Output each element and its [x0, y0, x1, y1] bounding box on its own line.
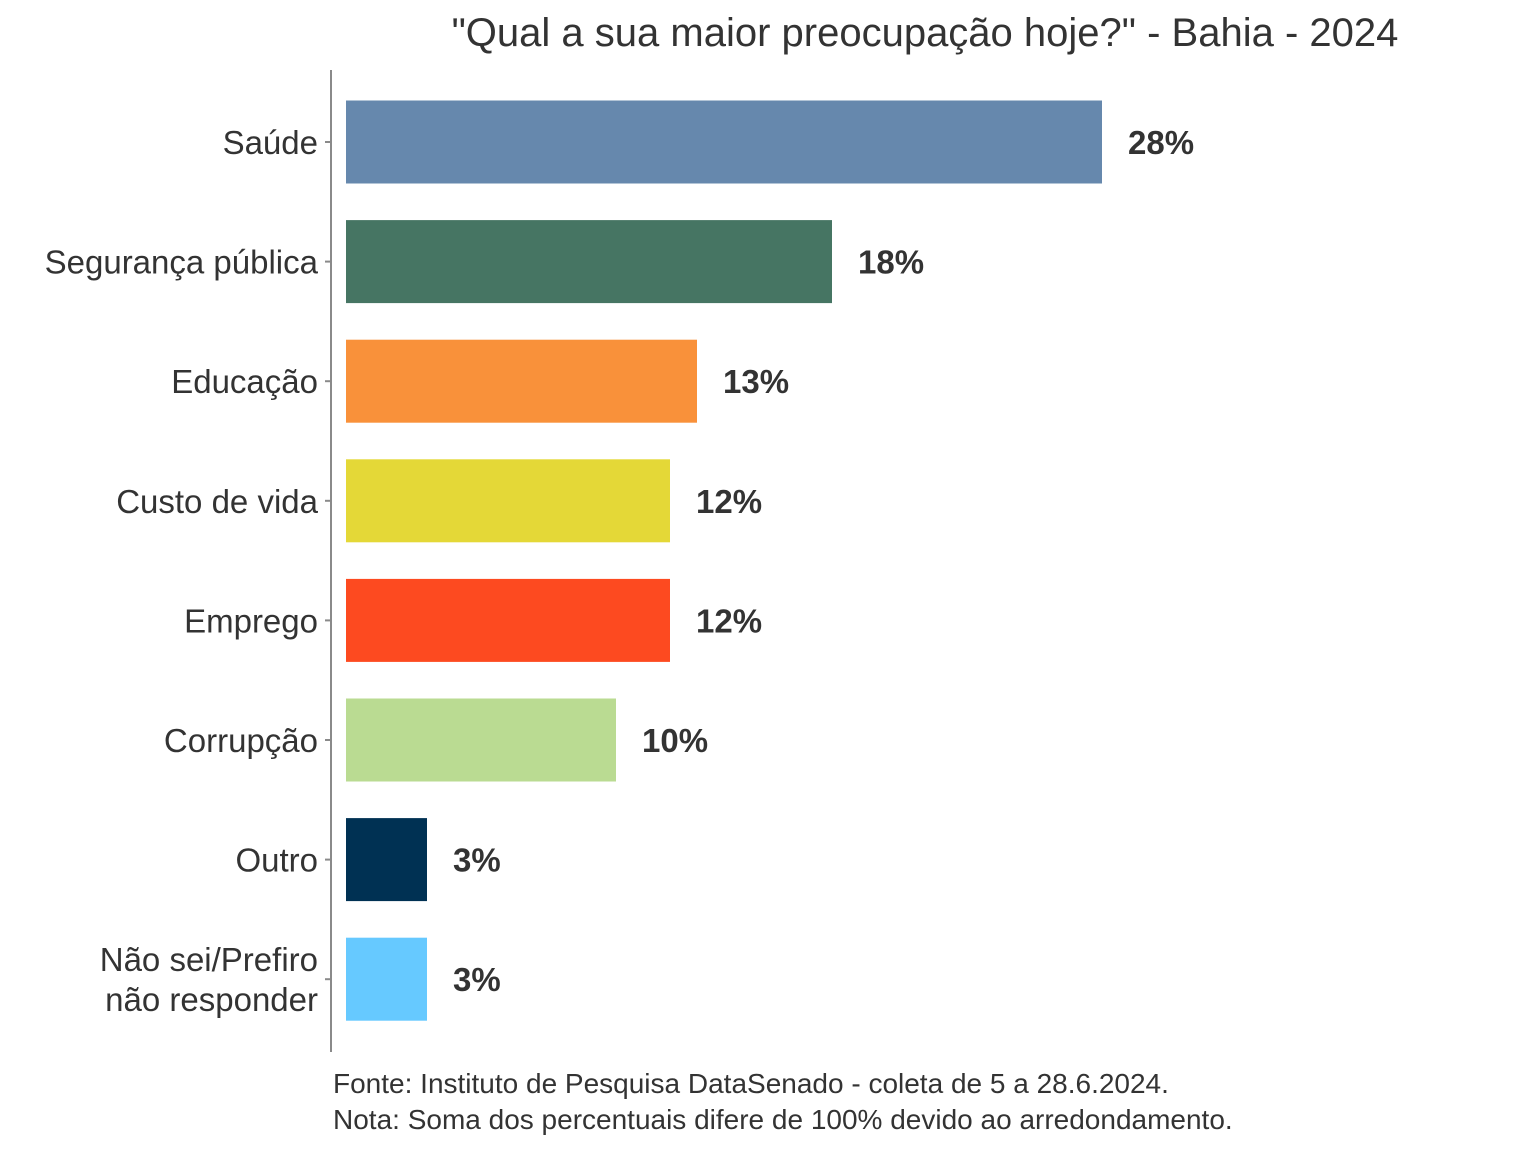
- bar-3: [346, 459, 670, 543]
- category-label-4: Emprego: [184, 602, 318, 639]
- caption-source: Fonte: Instituto de Pesquisa DataSenado …: [333, 1068, 1169, 1099]
- category-label-3: Custo de vida: [116, 483, 318, 520]
- category-label-5: Corrupção: [164, 722, 318, 759]
- value-label-6: 3%: [453, 842, 501, 879]
- value-label-0: 28%: [1128, 124, 1194, 161]
- value-label-7: 3%: [453, 961, 501, 998]
- category-label-0: Saúde: [223, 124, 318, 161]
- bar-2: [346, 339, 697, 423]
- bar-4: [346, 578, 670, 662]
- category-label-7: Não sei/Prefiro não responder: [100, 941, 318, 1018]
- caption-note: Nota: Soma dos percentuais difere de 100…: [333, 1104, 1233, 1135]
- value-label-2: 13%: [723, 363, 789, 400]
- bar-5: [346, 698, 616, 782]
- bar-6: [346, 818, 427, 902]
- category-label-1: Segurança pública: [45, 244, 319, 281]
- value-label-4: 12%: [696, 602, 762, 639]
- category-label-6: Outro: [235, 842, 318, 879]
- chart-title: "Qual a sua maior preocupação hoje?" - B…: [452, 11, 1399, 55]
- value-label-3: 12%: [696, 483, 762, 520]
- value-label-1: 18%: [858, 244, 924, 281]
- bar-0: [346, 100, 1102, 184]
- bar-7: [346, 937, 427, 1021]
- bar-1: [346, 220, 832, 304]
- value-label-5: 10%: [642, 722, 708, 759]
- category-label-2: Educação: [171, 363, 318, 400]
